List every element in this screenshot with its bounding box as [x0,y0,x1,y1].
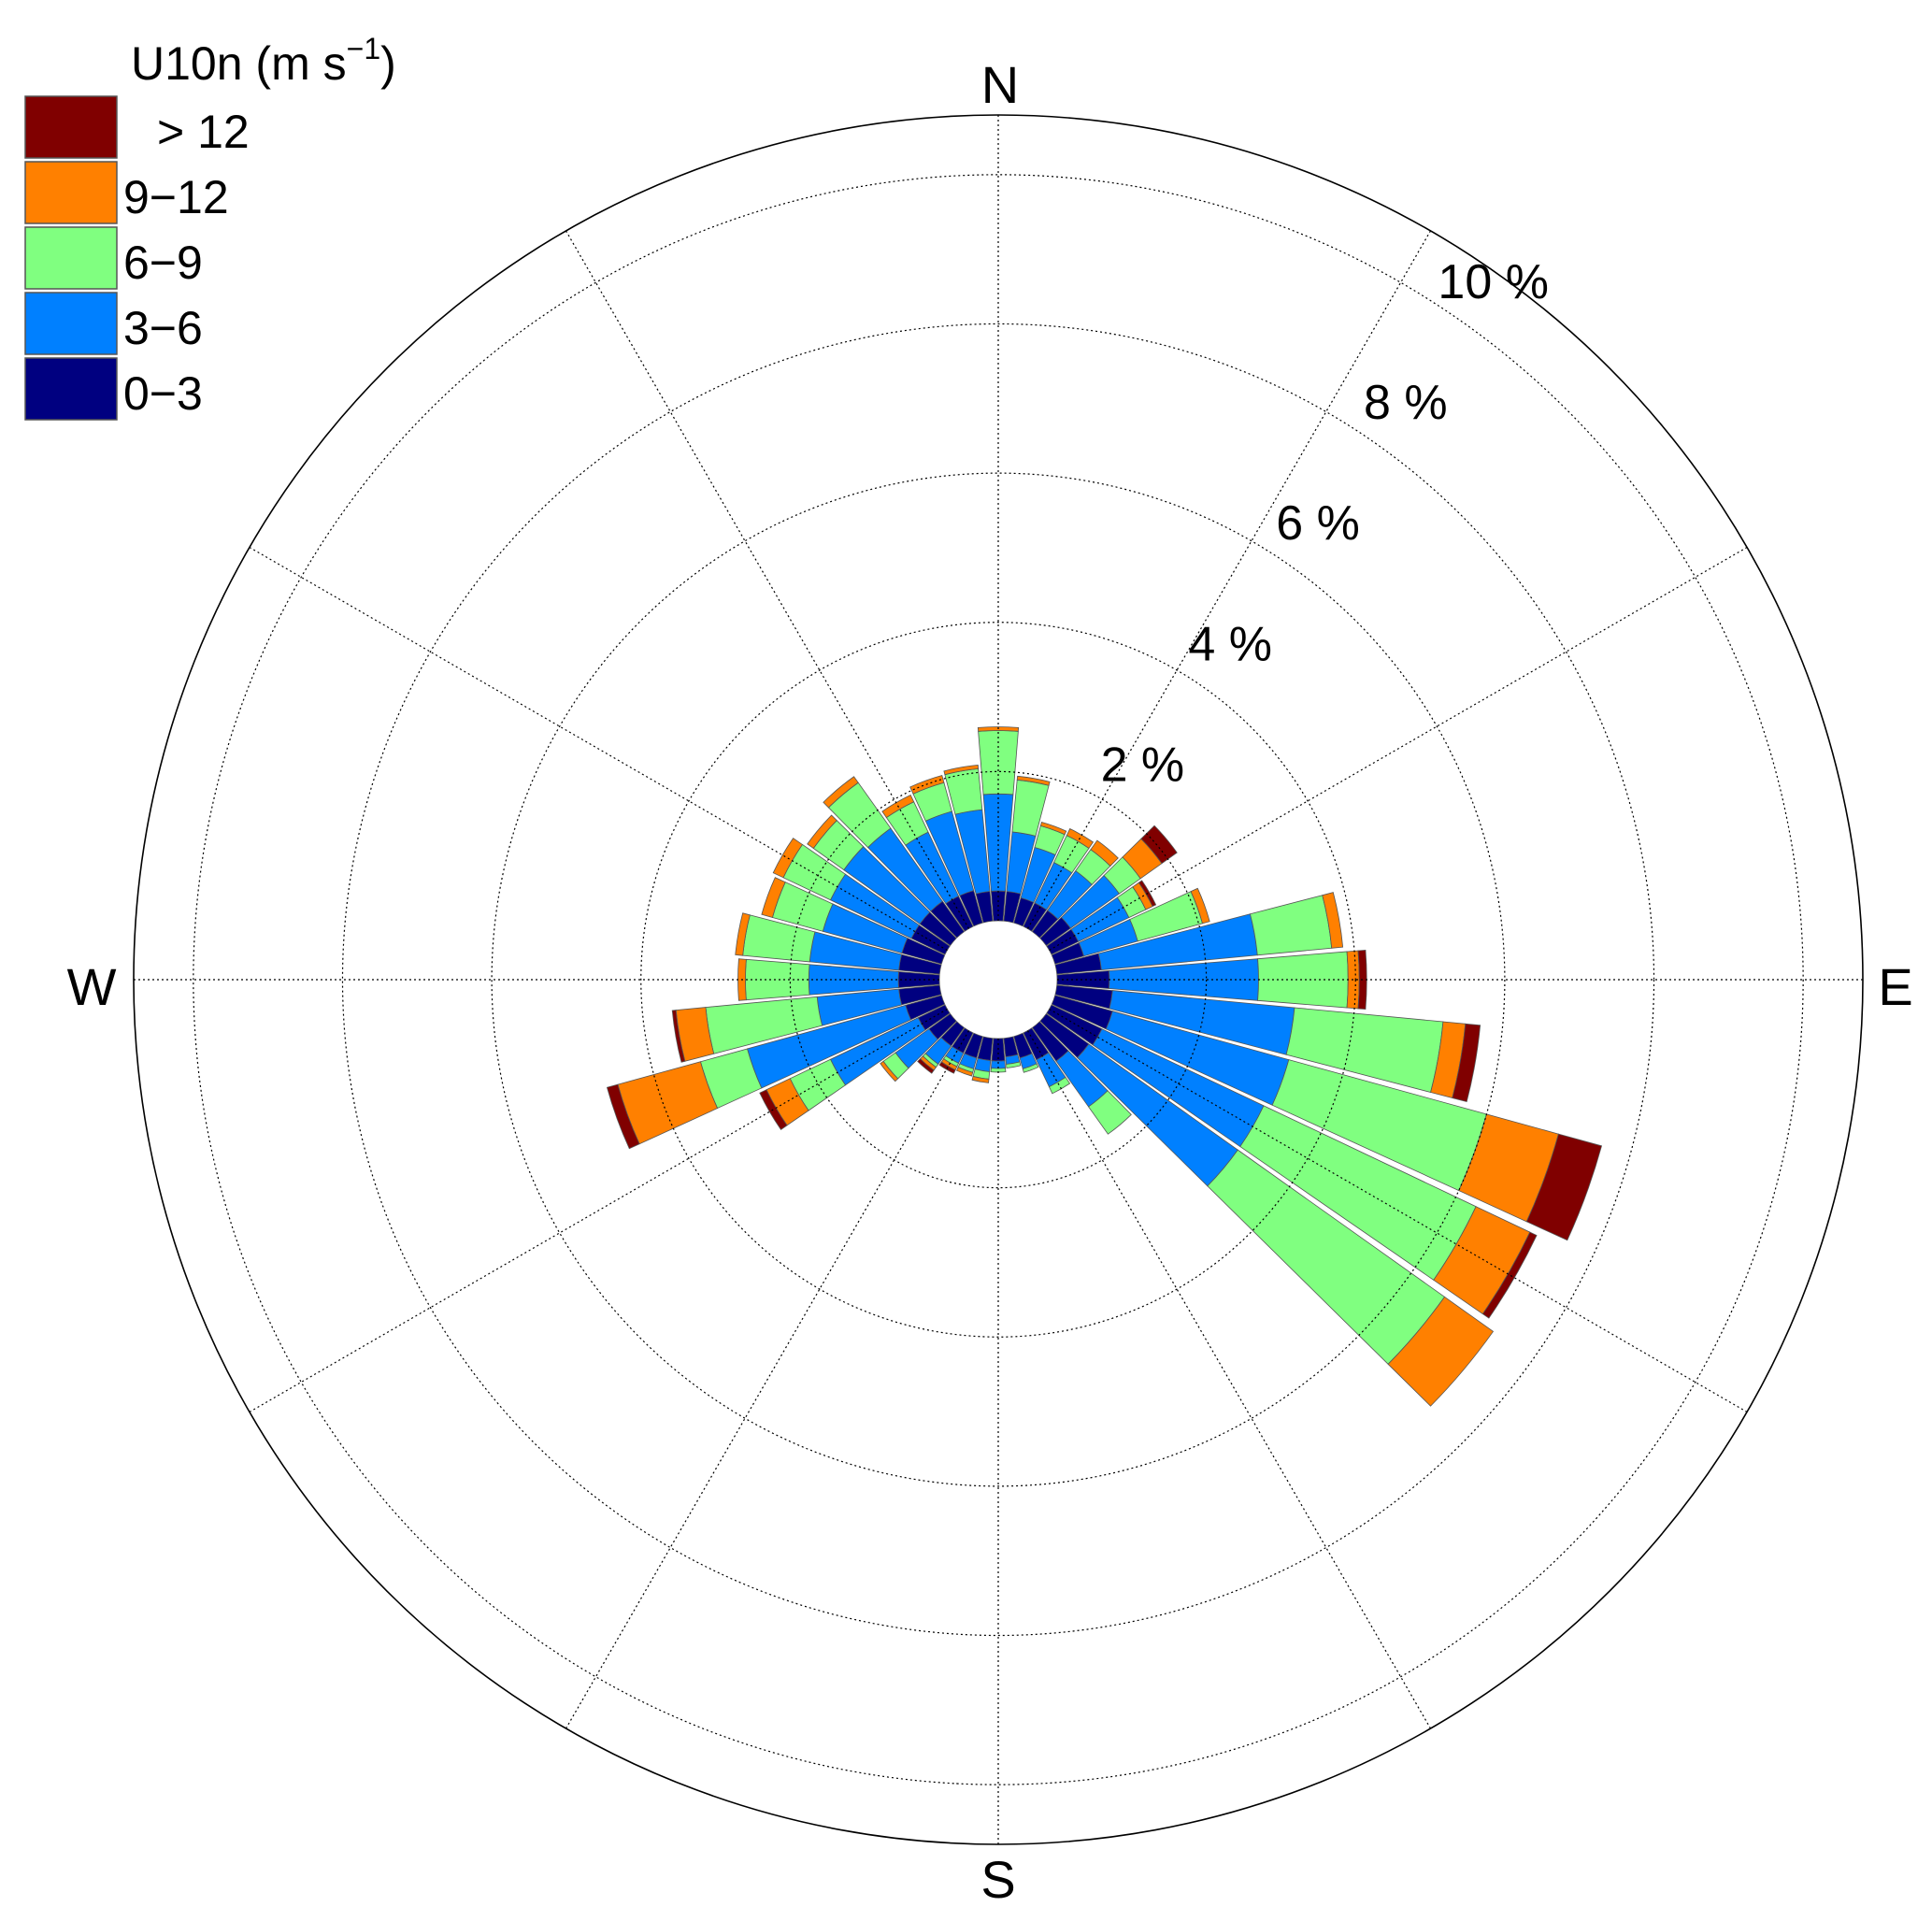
legend: U10n (m s−1) > 12 9−12 6−9 3−6 0−3 [24,32,396,421]
wedge-300-9-12 [772,838,804,879]
polar-grid [133,114,1864,1845]
wedge-40-9-12 [1090,839,1119,867]
wind-rose-wedges [606,726,1603,1407]
wedge-310-9-12 [807,814,837,850]
wedge-270-6-9 [745,958,810,1001]
wedge-200-9-12 [955,1067,974,1077]
grid-ring-2 [789,770,1208,1189]
direction-label-south: S [980,1850,1015,1909]
legend-label-0-3: 0−3 [123,367,203,420]
wedge-230-9-12 [880,1060,899,1082]
spoke-210 [565,1030,970,1729]
legend-label-9-12: 9−12 [123,171,229,223]
ring-label-4: 4 % [1188,617,1272,671]
spoke-60 [1049,546,1748,952]
wedge-100-gt12 [1452,1023,1481,1103]
wedge-110-gt12 [1525,1133,1603,1241]
legend-swatch-9-12 [24,161,118,224]
wedge-290-9-12 [761,877,786,918]
ring-label-8: 8 % [1364,376,1448,430]
direction-label-east: E [1878,957,1912,1016]
legend-swatch-6-9 [24,226,118,290]
wedge-20-9-12 [1039,822,1067,836]
direction-label-north: N [981,55,1019,114]
ring-label-10: 10 % [1438,255,1549,309]
legend-swatch-0-3 [24,357,118,421]
spoke-30 [1026,230,1432,929]
legend-label-6-9: 6−9 [123,237,203,289]
spoke-240 [249,1008,948,1413]
wedge-150-6-9 [1048,1076,1071,1095]
outer-ring [133,114,1864,1845]
wedge-180-6-9 [990,1068,1007,1073]
legend-swatch-3-6 [24,292,118,355]
wedge-220-gt12 [917,1058,935,1074]
grid-ring-8 [341,323,1655,1637]
wedge-190-9-12 [971,1075,990,1083]
wedge-240-gt12 [759,1089,788,1130]
wedge-140-6-9 [1088,1090,1132,1135]
wedge-80-9-12 [1322,892,1344,949]
wedge-250-gt12 [606,1083,640,1150]
spoke-150 [1026,1030,1432,1729]
spoke-300 [249,546,948,952]
ring-label-6: 6 % [1276,496,1360,551]
wedge-80-6-9 [1250,895,1333,956]
wedge-130-9-12 [1387,1296,1495,1407]
wedge-70-9-12 [1190,887,1210,925]
wedge-350-9-12 [943,764,980,776]
direction-label-west: W [67,957,117,1016]
legend-swatch-gt12 [24,95,118,159]
polar-labels: N E S W 2 % 4 % 6 % 8 % 10 % [67,55,1913,1909]
grid-ring-10 [193,174,1804,1785]
wedge-260-gt12 [671,1010,686,1063]
ring-label-2: 2 % [1101,738,1185,793]
wedge-170-6-9 [1006,1061,1022,1068]
legend-title: U10n (m s−1) [131,32,396,90]
spoke-120 [1049,1008,1748,1413]
wedge-160-6-9 [1022,1063,1039,1073]
legend-title-exponent: −1 [347,32,380,65]
grid-ring-4 [640,622,1356,1338]
wedge-120-gt12 [1481,1231,1538,1319]
spoke-330 [565,230,970,929]
wedge-50-gt12 [1140,824,1178,865]
legend-label-gt12: > 12 [157,106,250,158]
wedge-10-9-12 [1016,775,1051,786]
wedge-280-9-12 [735,912,751,956]
legend-label-3-6: 3−6 [123,302,203,354]
grid-ring-6 [491,472,1506,1487]
wedge-320-9-12 [823,776,859,809]
